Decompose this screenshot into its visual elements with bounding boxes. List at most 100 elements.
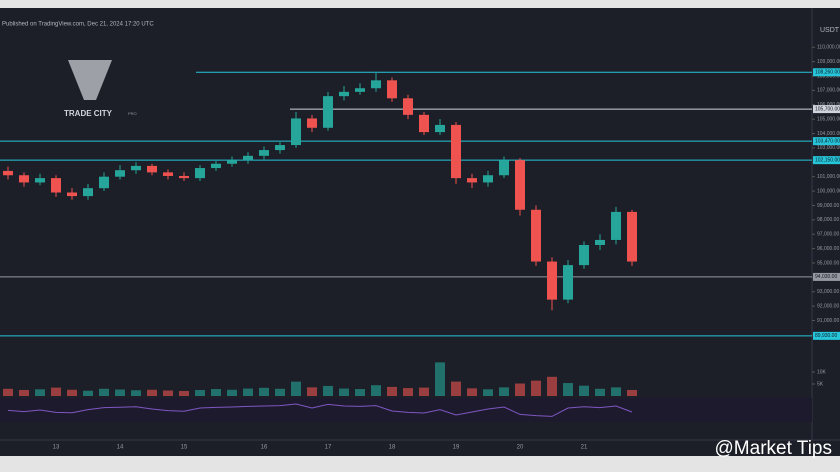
x-tick-label: 16 — [261, 445, 268, 451]
volume-bar — [579, 385, 589, 396]
volume-bar — [451, 381, 461, 396]
candle-body — [35, 178, 45, 183]
volume-tick-label: 5K — [817, 381, 824, 387]
x-tick-label: 13 — [53, 445, 60, 451]
y-tick-label: 109,000.00 — [817, 59, 840, 65]
volume-bar — [627, 390, 637, 396]
y-tick-label: 99,000.00 — [817, 203, 839, 209]
candle-body — [387, 80, 397, 99]
level-tag — [813, 272, 840, 281]
volume-bar — [355, 389, 365, 396]
candle-body — [163, 172, 173, 176]
candle-body — [355, 88, 365, 92]
candle-body — [563, 265, 573, 300]
volume-bar — [595, 388, 605, 396]
candle-body — [403, 98, 413, 115]
level-label: 89,930.00 — [815, 333, 837, 339]
y-tick-label: 103,000.00 — [817, 145, 840, 151]
level-tag — [813, 331, 840, 340]
candle-body — [67, 192, 77, 197]
x-tick-label: 21 — [581, 445, 588, 451]
plot: 90,000.0091,000.0092,000.0093,000.0094,0… — [0, 45, 840, 451]
volume-bar — [467, 388, 477, 396]
y-tick-label: 110,000.00 — [817, 45, 840, 51]
volume-bar — [547, 376, 557, 396]
volume-bar — [179, 390, 189, 396]
candle-body — [627, 211, 637, 262]
volume-bar — [3, 388, 13, 396]
rsi-pane — [0, 398, 812, 422]
level-label: 105,700.00 — [815, 106, 840, 112]
logo — [68, 60, 112, 100]
watermark-sub: PRO — [128, 111, 137, 116]
volume-bar — [611, 387, 621, 396]
volume-bar — [483, 389, 493, 396]
candle-body — [451, 124, 461, 179]
watermark: TRADE CITY — [64, 109, 113, 118]
level-tag — [813, 105, 840, 114]
candle-body — [51, 178, 61, 193]
candle-body — [419, 114, 429, 133]
candle-body — [259, 150, 269, 156]
x-tick-label: 18 — [389, 445, 396, 451]
volume-bar — [563, 383, 573, 396]
candle-body — [611, 211, 621, 240]
candle-body — [547, 261, 557, 300]
volume-bar — [291, 381, 301, 396]
candle-body — [515, 160, 525, 210]
candle-body — [227, 160, 237, 164]
volume-bar — [99, 388, 109, 396]
candle-body — [467, 178, 477, 183]
candle-body — [211, 163, 221, 169]
candle-body — [275, 145, 285, 151]
volume-bar — [19, 390, 29, 396]
volume-bar — [227, 389, 237, 396]
level-tag — [813, 137, 840, 146]
rsi-line — [7, 403, 633, 417]
volume-bar — [435, 362, 445, 396]
volume-bar — [499, 387, 509, 396]
volume-bar — [35, 389, 45, 396]
candle-body — [19, 175, 29, 183]
x-tick-label: 20 — [517, 445, 524, 451]
volume-bar — [307, 387, 317, 396]
candle-body — [291, 118, 301, 146]
volume-bar — [147, 389, 157, 396]
volume-bar — [115, 389, 125, 396]
level-tag — [813, 156, 840, 165]
candle-body — [131, 165, 141, 171]
level-label: 103,470.00 — [815, 138, 840, 144]
y-tick-label: 95,000.00 — [817, 260, 839, 266]
y-tick-label: 91,000.00 — [817, 318, 839, 324]
candle-body — [83, 188, 93, 197]
volume-bar — [275, 388, 285, 396]
level-tag — [813, 68, 840, 77]
y-tick-label: 107,000.00 — [817, 88, 840, 94]
axis-unit: USDT — [820, 27, 840, 34]
candle-body — [99, 176, 109, 189]
candle-body — [339, 91, 349, 97]
y-tick-label: 92,000.00 — [817, 303, 839, 309]
volume-bar — [51, 387, 61, 396]
y-tick-label: 96,000.00 — [817, 246, 839, 252]
x-tick-label: 17 — [325, 445, 332, 451]
x-tick-label: 14 — [117, 445, 124, 451]
level-label: 94,030.00 — [815, 274, 837, 280]
candle-body — [179, 175, 189, 179]
candle-body — [323, 96, 333, 128]
volume-bar — [211, 389, 221, 396]
x-tick-label: 19 — [453, 445, 460, 451]
y-tick-label: 105,000.00 — [817, 116, 840, 122]
volume-bar — [323, 385, 333, 396]
volume-bar — [259, 387, 269, 396]
y-tick-label: 98,000.00 — [817, 217, 839, 223]
y-tick-label: 104,000.00 — [817, 131, 840, 137]
volume-bar — [67, 389, 77, 396]
level-label: 102,150.00 — [815, 157, 840, 163]
volume-bar — [515, 383, 525, 396]
volume-bar — [243, 388, 253, 396]
volume-bar — [403, 388, 413, 396]
candle-body — [435, 124, 445, 133]
y-tick-label: 108,000.00 — [817, 73, 840, 79]
